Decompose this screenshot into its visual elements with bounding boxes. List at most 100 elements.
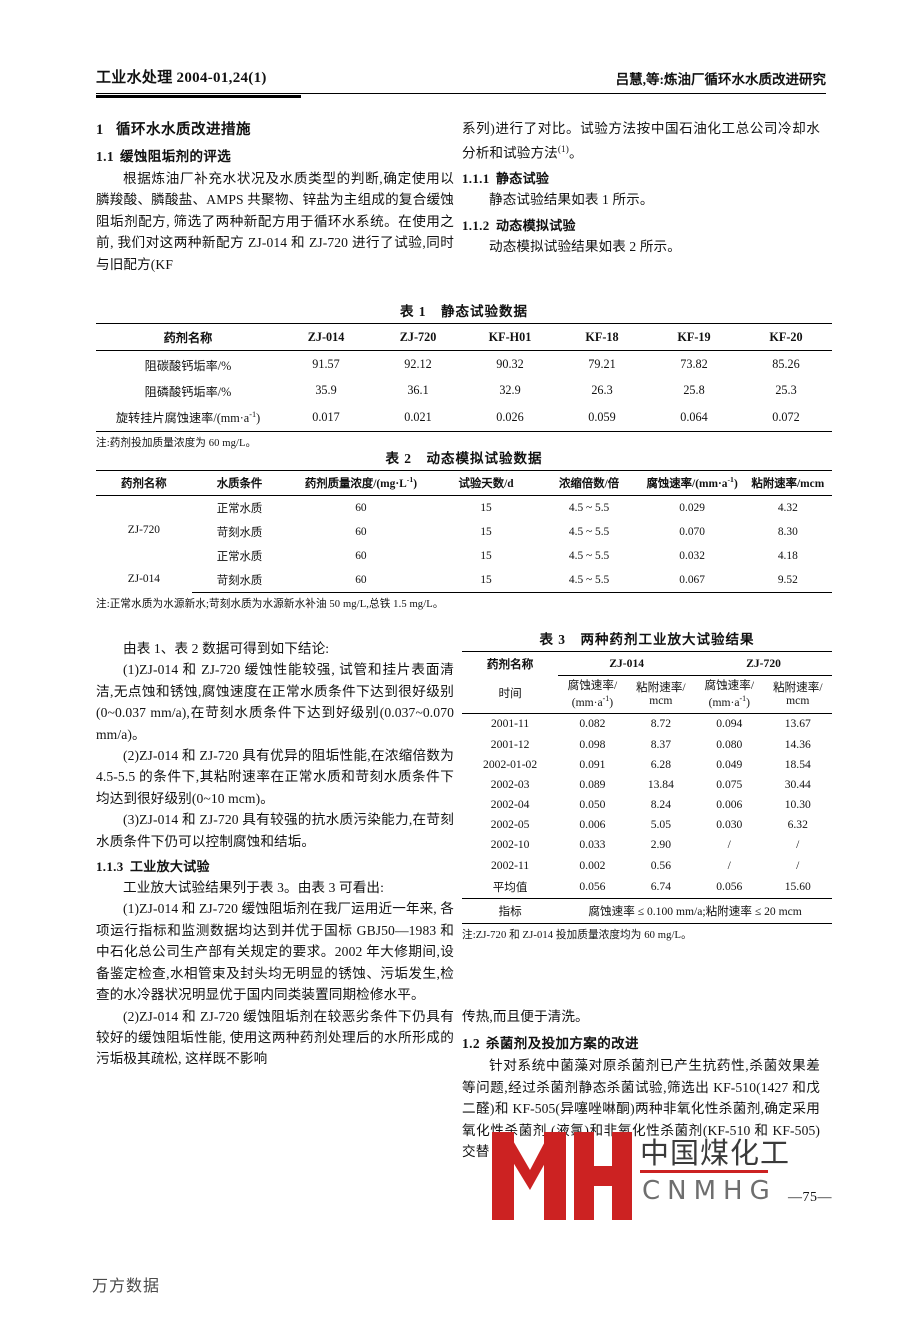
heading-section-1-1: 1.1 缓蚀阻垢剂的评选	[96, 145, 454, 165]
watermark-latin-text: CNMHG	[642, 1176, 777, 1206]
table-row: 苛刻水质 60 15 4.5 ~ 5.5 0.070 8.30	[96, 520, 832, 544]
table-2-cell: 苛刻水质	[191, 568, 288, 593]
table-2-cell: 0.029	[679, 502, 705, 514]
table-3-cell: /	[727, 838, 731, 852]
table-3-group-zj014: ZJ-014	[558, 651, 696, 676]
table-1-cell: 32.9	[499, 383, 521, 398]
paragraph-conclusion-lead: 由表 1、表 2 数据可得到如下结论:	[123, 641, 330, 656]
table-2-block: 表 2 动态模拟试验数据 药剂名称 水质条件 药剂质量浓度/(mg·L-1) 试…	[96, 447, 832, 611]
table-3-cell: 0.030	[716, 818, 743, 832]
table-1-cell: 0.021	[372, 404, 464, 432]
table-3-time: 2002-10	[490, 838, 530, 852]
table-1-col-3: KF-H01	[464, 322, 556, 352]
table-1-cell: 25.3	[775, 383, 797, 398]
table-3-col-adh-720: 粘附速率/ mcm	[763, 675, 832, 714]
table-1-cell: 79.21	[588, 357, 616, 372]
table-2-header-row: 药剂名称 水质条件 药剂质量浓度/(mg·L-1) 试验天数/d 浓缩倍数/倍 …	[96, 470, 832, 496]
table-3-cell: 13.67	[784, 717, 811, 731]
table-3-cell: 8.24	[650, 798, 671, 812]
table-2-cell: 0.067	[640, 568, 744, 593]
running-head-rule-thick	[96, 95, 301, 98]
table-3-time: 平均值	[462, 875, 559, 900]
table-1-col-4: KF-18	[556, 322, 648, 352]
heading-section-1-1-1-title: 静态试验	[496, 171, 550, 187]
table-3-cell: 6.28	[650, 757, 671, 771]
table-2-cell: 0.032	[679, 550, 705, 562]
table-1-cell: 91.57	[312, 357, 340, 372]
table-row: 2002-04 0.050 8.24 0.006 10.30	[462, 794, 832, 814]
heading-section-1-1-number: 1.1	[96, 149, 115, 164]
paragraph-conclusion-3: (3)ZJ-014 和 ZJ-720 具有较强的抗水质污染能力,在苛刻水质条件下…	[96, 812, 454, 849]
table-3-cell: 0.002	[579, 858, 606, 872]
running-head-rule	[96, 93, 826, 94]
table-row: 2001-11 0.082 8.72 0.094 13.67	[462, 713, 832, 734]
table-2-col-6: 粘附速率/mcm	[743, 470, 832, 496]
table-2-col-5: 腐蚀速率/(mm·a-1)	[640, 470, 744, 496]
table-1-cell: 0.017	[280, 404, 372, 432]
table-3-body: 2001-11 0.082 8.72 0.094 13.67 2001-12 0…	[462, 713, 832, 924]
table-3-cell: 8.72	[650, 717, 671, 731]
paragraph-conclusion-2: (2)ZJ-014 和 ZJ-720 具有优异的阻垢性能,在浓缩倍数为 4.5-…	[96, 748, 454, 806]
paragraph-scaleup-2: (2)ZJ-014 和 ZJ-720 缓蚀阻垢剂在较恶劣条件下仍具有较好的缓蚀阻…	[96, 1008, 454, 1067]
table-2-cell: 15	[480, 502, 492, 514]
table-row: 2001-12 0.098 8.37 0.080 14.36	[462, 734, 832, 754]
table-3-cell: /	[796, 858, 800, 872]
table-1-cell: 0.026	[464, 404, 556, 432]
table-2-cell: 正常水质	[216, 503, 263, 515]
table-3-cell: 0.056	[558, 875, 627, 900]
database-mark: 万方数据	[92, 1276, 161, 1295]
table-3-cell: /	[796, 838, 800, 852]
table-2-cell: 4.18	[777, 550, 798, 562]
table-3-cell: 0.098	[579, 737, 606, 751]
table-1-caption: 表 1 静态试验数据	[399, 304, 529, 319]
table-row: 阻磷酸钙垢率/% 35.9 36.1 32.9 26.3 25.8 25.3	[96, 378, 832, 404]
running-head-authors: 吕慧,等:炼油厂循环水水质改进研究	[615, 72, 826, 87]
table-3-col-adh-720-l1: 粘附速率/	[772, 681, 823, 695]
table-1-col-1: ZJ-014	[280, 322, 372, 352]
table-3-time: 2002-01-02	[483, 757, 538, 771]
heading-section-1-1-3-number: 1.1.3	[96, 859, 124, 875]
table-1-row-1-label: 阻磷酸钙垢率/%	[144, 384, 232, 399]
table-3-cell: 0.056	[695, 875, 764, 900]
paragraph-static-test: 静态试验结果如表 1 所示。	[489, 192, 654, 208]
table-1-cell: 0.059	[556, 404, 648, 432]
running-head: 工业水处理 2004-01,24(1) 吕慧,等:炼油厂循环水水质改进研究	[96, 66, 826, 100]
table-2-agent: ZJ-014	[127, 572, 160, 585]
table-3-cell: 18.54	[784, 757, 811, 771]
table-row: 旋转挂片腐蚀速率/(mm·a-1) 0.017 0.021 0.026 0.05…	[96, 404, 832, 432]
paragraph-biocide: 针对系统中菌藻对原杀菌剂已产生抗药性,杀菌效果差等问题,经过杀菌剂静态杀菌试验,…	[462, 1058, 820, 1160]
table-3-col-time: 时间	[462, 675, 559, 714]
table-2-agent: ZJ-720	[127, 524, 160, 536]
table-2-cell: 4.5 ~ 5.5	[537, 568, 641, 593]
table-3-time: 2001-12	[490, 737, 530, 751]
table-3-cell: 0.56	[650, 858, 671, 872]
table-1-note: 注:药剂投加质量浓度为 60 mg/L。	[96, 437, 257, 449]
table-2-cell: 4.5 ~ 5.5	[568, 550, 610, 562]
table-1-cell: 73.82	[680, 357, 708, 372]
table-3: 药剂名称 ZJ-014 ZJ-720 时间 腐蚀速率/ (mm·a-1) 粘附速…	[462, 651, 832, 924]
table-2-cell: 0.070	[679, 526, 705, 538]
table-2-col-1: 水质条件	[191, 470, 288, 496]
left-column-top: 1 循环水水质改进措施 1.1 缓蚀阻垢剂的评选 根据炼油厂补充水状况及水质类型的判…	[96, 118, 454, 275]
table-3-cell: 15.60	[763, 875, 832, 900]
table-3-cell: 0.091	[579, 757, 606, 771]
table-3-cell: 30.44	[784, 777, 811, 791]
table-2-cell: 60	[287, 568, 435, 593]
table-3-group-zj720: ZJ-720	[695, 651, 832, 676]
table-2-cell: 苛刻水质	[216, 527, 263, 539]
table-1-row-0-label: 阻碳酸钙垢率/%	[144, 358, 232, 373]
table-3-cell: 6.32	[787, 818, 808, 832]
table-3-cell: 0.049	[716, 757, 743, 771]
table-3-cell: 14.36	[784, 737, 811, 751]
table-3-header-row-sub: 时间 腐蚀速率/ (mm·a-1) 粘附速率/ mcm 腐蚀速率/ (mm·a-…	[462, 675, 832, 714]
table-row: ZJ-720 正常水质 60 15 4.5 ~ 5.5 0.029 4.32	[96, 496, 832, 536]
table-2-col-0: 药剂名称	[96, 470, 192, 496]
table-3-col-corr-014-l2: (mm·a-1)	[571, 694, 614, 710]
table-3-cell: 0.082	[579, 717, 606, 731]
table-3-col-adh-014-l1: 粘附速率/	[636, 681, 686, 695]
page-number: —75—	[788, 1190, 832, 1205]
table-3-col-corr-720: 腐蚀速率/ (mm·a-1)	[695, 675, 764, 714]
table-2-caption: 表 2 动态模拟试验数据	[385, 451, 543, 466]
running-head-journal: 工业水处理 2004-01,24(1)	[96, 70, 267, 86]
